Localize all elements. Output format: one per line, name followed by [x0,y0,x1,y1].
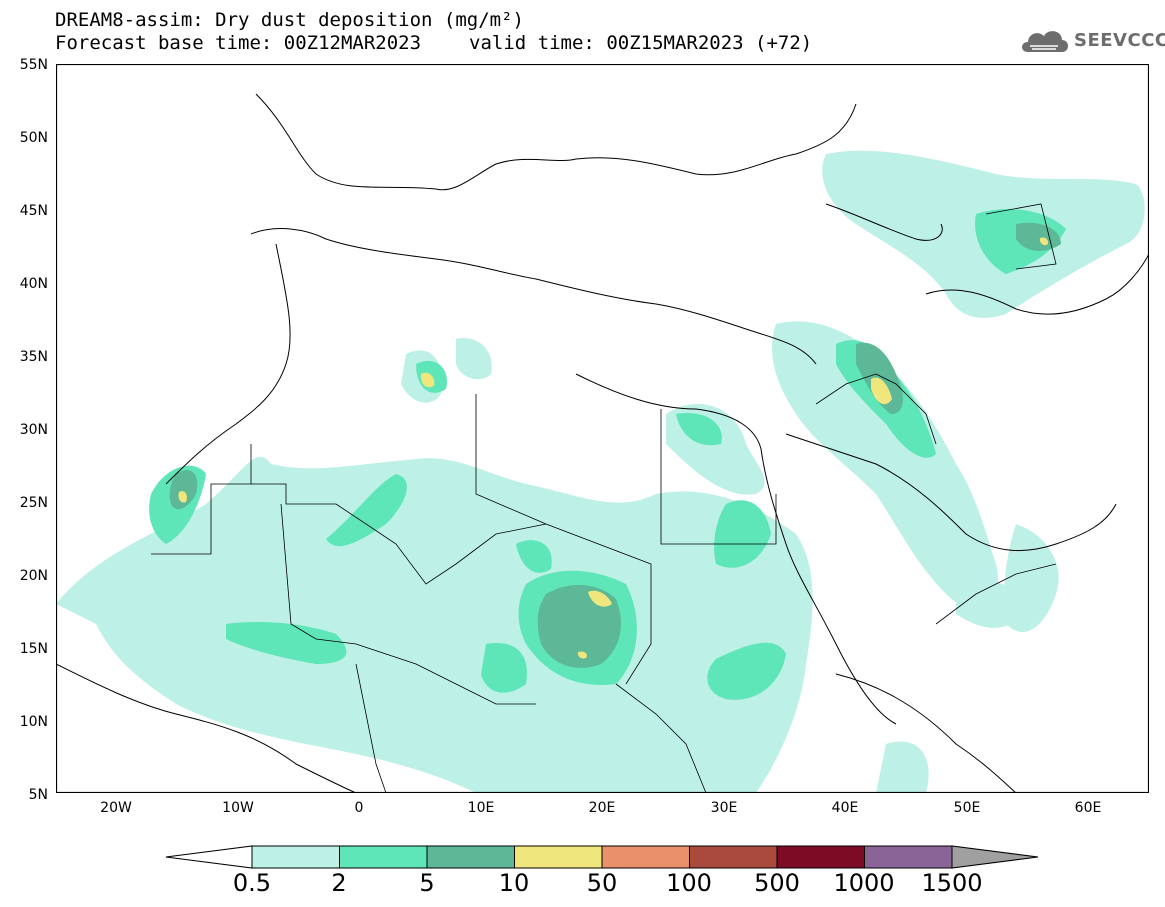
lat-label: 25N [19,495,48,511]
lat-label: 40N [19,276,48,292]
colorbar-arrow-low [165,845,253,869]
country-borders [151,203,1057,793]
forecast-times: Forecast base time: 00Z12MAR2023 valid ti… [55,33,812,53]
lat-label: 30N [19,422,48,438]
map-title: DREAM8-assim: Dry dust deposition (mg/m²… [55,9,524,31]
colorbar-box [251,845,340,869]
lon-label: 50E [953,800,981,816]
lon-label: 10W [222,800,254,816]
colorbar-box [601,845,690,869]
lon-label: 40E [831,800,859,816]
colorbar-arrow-high [951,845,1039,869]
lon-label: 10E [467,800,495,816]
colorbar-box [426,845,515,869]
lat-label: 15N [19,641,48,657]
colorbar-box [689,845,778,869]
colorbar-label: 1500 [921,869,983,897]
lat-label: 55N [19,57,48,73]
colorbar-label: 5 [419,869,435,897]
lon-label: 20W [100,800,132,816]
colorbar-label: 50 [586,869,618,897]
lon-label: 20E [588,800,616,816]
colorbar-box [514,845,603,869]
lat-label: 50N [19,130,48,146]
lat-label: 10N [19,714,48,730]
base-time: Forecast base time: 00Z12MAR2023 [55,32,422,54]
colorbar-label: 0.5 [232,869,272,897]
colorbar-label: 10 [498,869,530,897]
colorbar [165,845,1039,869]
colorbar-box [864,845,953,869]
lon-label: 0 [354,800,364,816]
seevccc-logo: SEEVCCC [1018,24,1165,58]
colorbar-box [339,845,428,869]
lat-label: 35N [19,349,48,365]
map-frame [56,64,1149,793]
colorbar-label: 500 [754,869,800,897]
coastlines [56,93,1149,793]
colorbar-label: 100 [666,869,712,897]
logo-text: SEEVCCC [1074,30,1165,51]
lon-label: 60E [1074,800,1102,816]
dust-deposition-map [56,64,1149,793]
lat-label: 20N [19,568,48,584]
dust-level-1 [56,150,1145,793]
colorbar-label: 1000 [833,869,895,897]
lat-label: 5N [28,787,48,803]
colorbar-box [776,845,865,869]
valid-time: valid time: 00Z15MAR2023 (+72) [469,32,813,54]
colorbar-label: 2 [331,869,347,897]
cloud-icon [1022,31,1068,52]
lat-label: 45N [19,203,48,219]
dust-level-4 [178,237,1049,659]
lon-label: 30E [710,800,738,816]
